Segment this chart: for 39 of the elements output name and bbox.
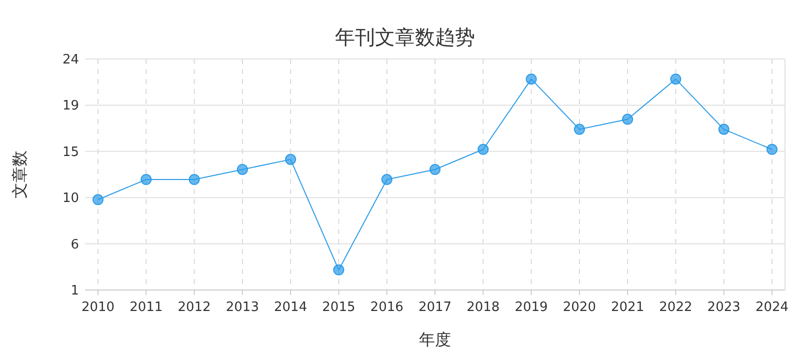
point [478, 144, 489, 155]
y-tick-label: 6 [70, 237, 79, 252]
x-tick-label: 2011 [130, 300, 163, 315]
point [574, 124, 585, 135]
x-tick-label: 2019 [514, 300, 548, 315]
point [285, 154, 296, 165]
point [333, 264, 344, 276]
x-tick-label: 2018 [466, 300, 500, 315]
y-tick-label: 19 [62, 98, 79, 114]
x-tick-label: 2012 [178, 300, 211, 315]
x-tick-label: 2020 [562, 300, 596, 315]
point [188, 174, 200, 186]
point [92, 194, 104, 206]
point [670, 74, 682, 85]
point [766, 144, 778, 155]
x-tick-label: 2014 [274, 300, 308, 315]
y-tick-label: 24 [62, 52, 79, 68]
y-tick-label: 1 [70, 284, 79, 298]
point [236, 164, 248, 175]
y-axis-title: 文章数 [10, 150, 29, 198]
x-tick-label: 2023 [707, 300, 740, 315]
point [718, 124, 730, 135]
y-tick-label: 15 [62, 144, 79, 160]
x-tick-label: 2016 [370, 300, 404, 315]
x-axis-title: 年度 [419, 330, 451, 349]
point [381, 174, 392, 186]
x-tick-label: 2017 [418, 300, 452, 315]
x-tick-label: 2010 [81, 300, 115, 315]
x-tick-label: 2015 [322, 300, 356, 315]
y-tick-label: 10 [62, 191, 79, 206]
x-tick-label: 2021 [611, 300, 644, 315]
chart-title: 年刊文章数趋势 [335, 25, 475, 49]
x-tick-label: 2022 [659, 300, 692, 315]
x-tick-label: 2024 [755, 300, 789, 315]
point [622, 114, 634, 125]
point [140, 174, 152, 186]
x-tick-label: 2013 [226, 300, 259, 315]
point [526, 74, 537, 85]
point [430, 164, 440, 175]
